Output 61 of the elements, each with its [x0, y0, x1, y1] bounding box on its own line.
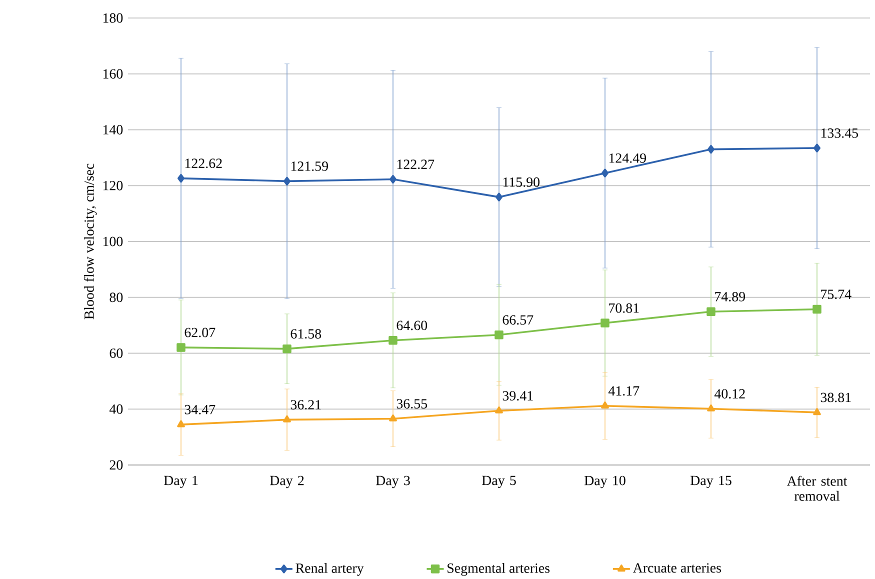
- point: [177, 420, 185, 428]
- point: [494, 330, 504, 340]
- point: [389, 414, 397, 422]
- point: [601, 402, 609, 409]
- x-tick-label: Day 15: [690, 476, 732, 488]
- point: [813, 144, 821, 153]
- data-label: 36.21: [290, 400, 321, 410]
- legend-label: Renal artery: [296, 563, 364, 576]
- y-axis-title: Blood flow velocity, cm/sec: [84, 164, 97, 320]
- point: [495, 406, 503, 414]
- point: [707, 404, 715, 412]
- data-label: 75.74: [821, 290, 852, 300]
- point: [389, 174, 397, 184]
- x-tick-label: Day 5: [482, 476, 516, 488]
- point: [600, 318, 610, 328]
- point: [707, 145, 715, 154]
- y-tick-label: 80: [110, 292, 123, 302]
- data-label: 122.62: [185, 158, 222, 168]
- data-label: 64.60: [396, 320, 428, 330]
- point: [706, 307, 716, 316]
- y-tick-label: 40: [109, 404, 123, 414]
- point: [282, 344, 292, 354]
- y-tick-label: 100: [103, 236, 123, 246]
- y-tick-label: 180: [103, 13, 123, 23]
- data-label: 121.59: [291, 162, 328, 172]
- x-tick-label: Day 10: [584, 476, 626, 488]
- point: [283, 176, 291, 186]
- data-label: 61.58: [290, 329, 322, 339]
- y-tick-label: 20: [110, 460, 123, 470]
- point: [177, 174, 185, 183]
- data-label: 39.41: [502, 391, 533, 401]
- data-label: 38.81: [820, 392, 851, 402]
- x-tick-label: Day 1: [164, 476, 198, 488]
- y-tick-label: 60: [110, 348, 123, 358]
- data-label: 40.12: [714, 389, 745, 399]
- y-tick-label: 140: [103, 125, 123, 135]
- legend-label: Segmental arteries: [448, 563, 550, 576]
- data-label: 122.27: [397, 160, 434, 170]
- point: [813, 408, 821, 416]
- data-label: 36.55: [396, 399, 428, 409]
- data-label: 34.47: [184, 405, 216, 414]
- data-label: 115.90: [503, 177, 540, 187]
- data-label: 70.81: [609, 303, 639, 313]
- data-label: 124.49: [609, 154, 646, 163]
- data-label: 133.45: [821, 128, 858, 138]
- data-label: 62.07: [184, 328, 216, 338]
- data-label: 66.57: [502, 315, 534, 325]
- y-tick-label: 120: [103, 181, 123, 190]
- point: [388, 336, 398, 345]
- x-tick-label: Day 2: [270, 476, 304, 488]
- legend-label: Arcuate arteries: [632, 563, 721, 573]
- data-label: 41.17: [608, 386, 640, 396]
- point: [283, 415, 291, 422]
- x-tick-label: After stent removal: [786, 476, 848, 501]
- point: [495, 192, 503, 202]
- x-tick-label: Day 3: [376, 476, 410, 488]
- point: [601, 168, 609, 178]
- point: [176, 343, 186, 352]
- point: [812, 304, 822, 314]
- data-label: 74.89: [715, 292, 746, 302]
- y-tick-label: 160: [103, 69, 123, 79]
